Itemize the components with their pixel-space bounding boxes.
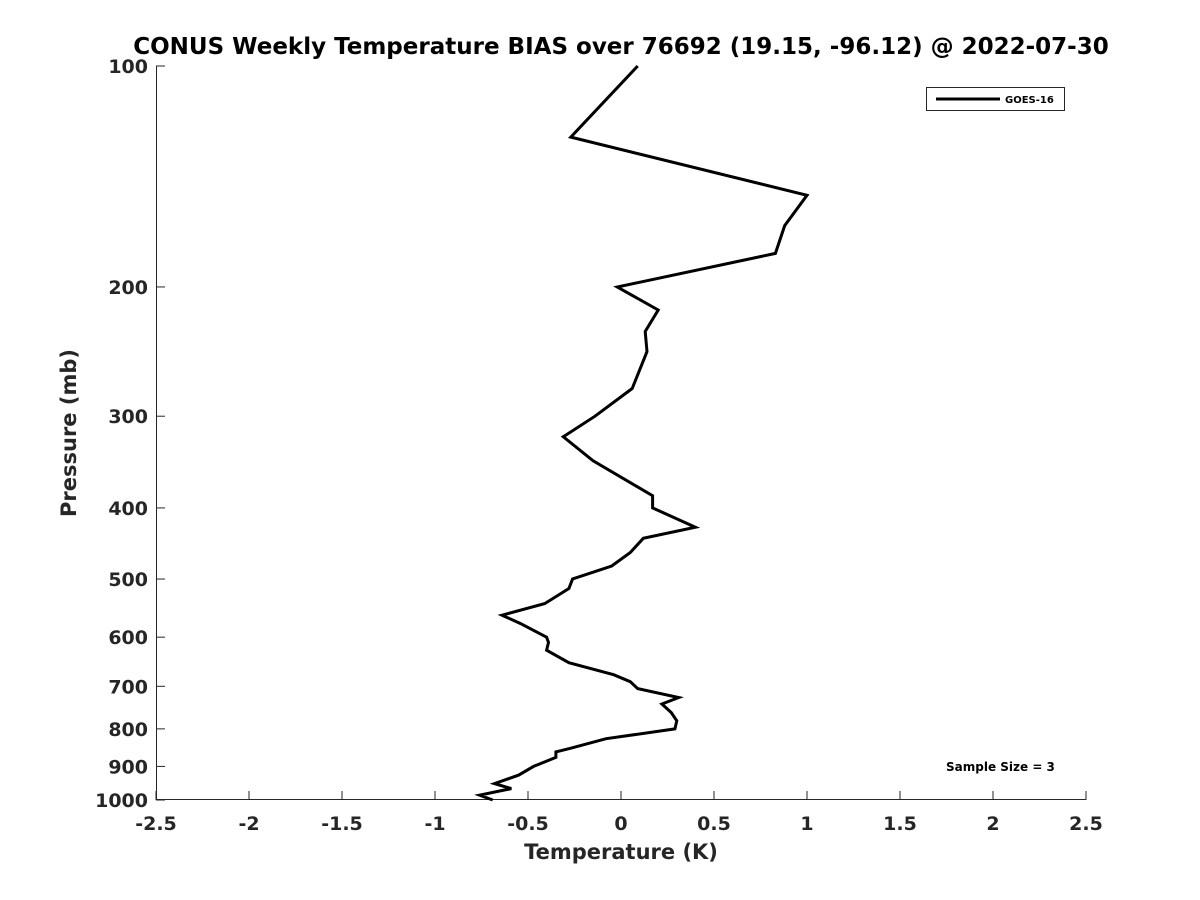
x-tick-label: -1.5 xyxy=(321,813,363,835)
y-tick-label: 200 xyxy=(108,277,148,299)
x-axis-label: Temperature (K) xyxy=(524,840,718,864)
y-axis-ticks: 100 200 300 400 500 600 700 800 900 1000 xyxy=(95,56,165,812)
legend: GOES-16 xyxy=(926,87,1065,111)
y-tick-label: 100 xyxy=(108,56,148,78)
legend-label-goes-16: GOES-16 xyxy=(1005,95,1054,106)
x-tick-label: -1 xyxy=(424,813,445,835)
x-axis-ticks: -2.5 -2 -1.5 -1 -0.5 0 0.5 1 1.5 2 2.5 xyxy=(135,791,1103,835)
chart-title: CONUS Weekly Temperature BIAS over 76692… xyxy=(133,34,1108,60)
x-tick-label: 2 xyxy=(986,813,999,835)
y-axis-label: Pressure (mb) xyxy=(57,349,81,517)
sample-size-annotation: Sample Size = 3 xyxy=(946,760,1055,774)
x-tick-label: 0 xyxy=(614,813,627,835)
y-tick-label: 900 xyxy=(108,756,148,778)
x-tick-label: 1 xyxy=(800,813,813,835)
x-tick-label: 1.5 xyxy=(883,813,917,835)
y-tick-label: 400 xyxy=(108,498,148,520)
x-tick-label: -0.5 xyxy=(507,813,549,835)
x-tick-label: -2 xyxy=(238,813,259,835)
x-tick-label: 0.5 xyxy=(697,813,731,835)
series-layer xyxy=(474,64,810,802)
y-tick-label: 800 xyxy=(108,719,148,741)
y-tick-label: 300 xyxy=(108,406,148,428)
y-tick-label: 600 xyxy=(108,627,148,649)
y-tick-label: 700 xyxy=(108,676,148,698)
x-tick-label: 2.5 xyxy=(1069,813,1103,835)
y-tick-label: 500 xyxy=(108,569,148,591)
series-line-goes-16 xyxy=(474,64,810,802)
y-tick-label: 1000 xyxy=(95,790,148,812)
x-tick-label: -2.5 xyxy=(135,813,177,835)
